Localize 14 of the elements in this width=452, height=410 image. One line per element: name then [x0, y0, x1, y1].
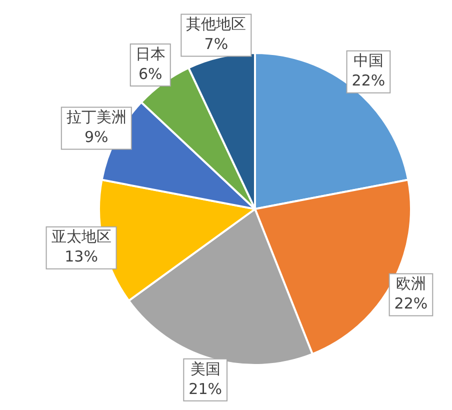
data-label: 21% [188, 380, 222, 398]
data-label: 13% [64, 248, 98, 266]
slice-label: 拉丁美洲 [66, 108, 126, 126]
slice-label: 中国 [353, 52, 384, 70]
data-label: 9% [84, 128, 108, 146]
data-label: 22% [352, 72, 386, 90]
data-label: 7% [204, 35, 228, 54]
data-label: 22% [394, 294, 428, 313]
slice-label: 其他地区 [186, 15, 246, 34]
slice-label: 美国 [190, 360, 220, 378]
slice-label: 欧洲 [396, 274, 426, 293]
slice-label: 日本 [135, 44, 166, 63]
slice-label: 亚太地区 [51, 228, 112, 246]
data-label: 6% [138, 64, 162, 83]
